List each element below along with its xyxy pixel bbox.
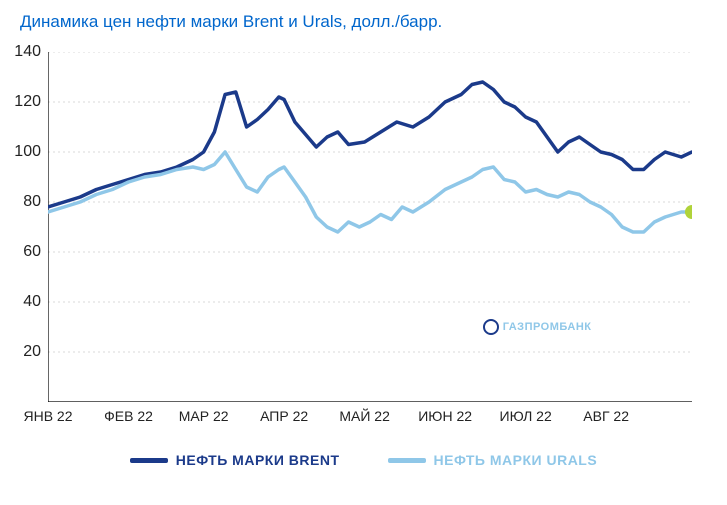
chart-container: { "title": "Динамика цен нефти марки Bre… [0,0,727,505]
legend-label-brent: НЕФТЬ МАРКИ BRENT [176,452,340,468]
y-tick-label: 140 [14,43,41,61]
x-tick-label: ЯНВ 22 [23,408,72,424]
y-tick-label: 100 [14,143,41,161]
series-line-urals [48,152,692,232]
axes [48,52,692,402]
series-line-brent [48,82,692,207]
legend: НЕФТЬ МАРКИ BRENT НЕФТЬ МАРКИ URALS [0,440,727,480]
x-tick-label: АПР 22 [260,408,308,424]
data-series [48,82,692,232]
watermark-text: ГАЗПРОМБАНК [503,321,592,333]
y-tick-label: 20 [23,343,41,361]
y-tick-label: 60 [23,243,41,261]
x-tick-label: ФЕВ 22 [104,408,153,424]
x-tick-label: МАР 22 [179,408,229,424]
y-tick-label: 120 [14,93,41,111]
y-tick-label: 80 [23,193,41,211]
legend-label-urals: НЕФТЬ МАРКИ URALS [434,452,598,468]
x-tick-label: МАЙ 22 [339,408,390,424]
x-tick-label: АВГ 22 [583,408,629,424]
chart-plot [48,52,692,402]
legend-item-urals: НЕФТЬ МАРКИ URALS [388,452,598,468]
gridlines [48,52,692,352]
gazprombank-watermark: ГАЗПРОМБАНК [483,319,592,335]
chart-title: Динамика цен нефти марки Brent и Urals, … [20,12,442,32]
y-tick-label: 40 [23,293,41,311]
highlight-marker [685,205,692,219]
legend-item-brent: НЕФТЬ МАРКИ BRENT [130,452,340,468]
highlight-dot [685,205,692,219]
x-tick-label: ИЮН 22 [418,408,472,424]
legend-swatch-brent [130,458,168,463]
watermark-circle-icon [483,319,499,335]
legend-swatch-urals [388,458,426,463]
x-tick-label: ИЮЛ 22 [500,408,552,424]
